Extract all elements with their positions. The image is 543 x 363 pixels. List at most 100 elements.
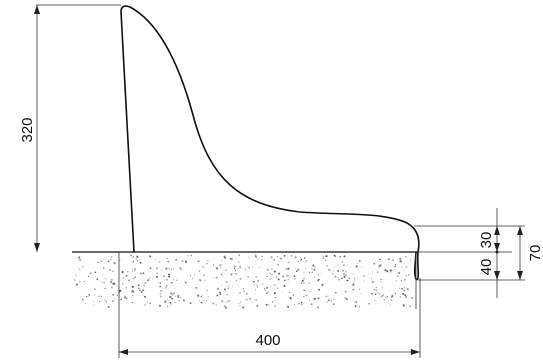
soil-speck	[309, 299, 310, 301]
soil-speck	[281, 275, 285, 278]
soil-speck	[397, 275, 399, 277]
soil-speck	[197, 294, 200, 297]
soil-speck	[358, 260, 361, 263]
soil-speck	[105, 301, 108, 303]
soil-speck	[130, 254, 133, 257]
soil-speck	[73, 279, 76, 281]
soil-speck	[259, 266, 261, 268]
soil-speck	[136, 255, 139, 258]
soil-speck	[225, 281, 228, 283]
soil-speck	[191, 277, 194, 280]
soil-speck	[98, 295, 100, 298]
soil-speck	[287, 261, 290, 264]
soil-speck	[380, 281, 382, 283]
soil-speck	[232, 285, 234, 287]
seat-profile	[120, 5, 420, 281]
soil-speck	[132, 256, 135, 259]
soil-speck	[88, 293, 91, 296]
soil-speck	[227, 287, 230, 290]
soil-speck	[314, 266, 316, 268]
soil-speck	[354, 300, 356, 302]
soil-speck	[107, 306, 110, 308]
soil-speck	[374, 300, 376, 302]
soil-speck	[205, 300, 207, 302]
soil-speck	[343, 273, 345, 275]
soil-speck	[379, 278, 382, 281]
soil-speck	[114, 298, 116, 300]
soil-speck	[206, 263, 208, 265]
soil-speck	[283, 279, 286, 282]
soil-speck	[303, 257, 306, 260]
soil-speck	[335, 256, 337, 258]
soil-speck	[297, 268, 300, 271]
soil-speck	[134, 269, 136, 271]
soil-speck	[357, 277, 359, 279]
soil-speck	[355, 301, 358, 303]
soil-speck	[170, 295, 172, 298]
right-dimensions: 30 40 70	[414, 208, 543, 298]
soil-speck	[255, 284, 257, 286]
soil-speck	[124, 297, 125, 299]
soil-speck	[166, 305, 169, 308]
soil-speck	[380, 260, 382, 262]
soil-speck	[399, 260, 402, 263]
soil-speck	[381, 286, 383, 288]
soil-speck	[317, 297, 320, 300]
soil-speck	[271, 268, 273, 270]
soil-speck	[333, 303, 335, 305]
soil-speck	[317, 306, 319, 309]
soil-speck	[359, 293, 361, 295]
soil-speck	[243, 290, 245, 292]
soil-speck	[175, 259, 177, 261]
soil-speck	[257, 279, 260, 282]
soil-speck	[275, 276, 278, 278]
soil-speck	[252, 301, 254, 303]
soil-speck	[352, 283, 355, 286]
soil-speck	[253, 284, 255, 286]
soil-speck	[355, 265, 358, 268]
soil-speck	[344, 296, 346, 298]
soil-speck	[399, 296, 401, 298]
soil-speck	[75, 274, 77, 276]
soil-speck	[286, 275, 288, 277]
soil-speck	[80, 260, 82, 262]
soil-speck	[263, 288, 266, 290]
soil-speck	[326, 265, 328, 267]
soil-speck	[104, 299, 106, 301]
soil-speck	[304, 276, 306, 278]
soil-speck	[282, 291, 283, 293]
soil-speck	[394, 263, 396, 266]
soil-speck	[394, 265, 396, 268]
soil-speck	[131, 301, 133, 304]
soil-speck	[190, 254, 193, 257]
soil-speck	[247, 276, 249, 278]
soil-speck	[233, 267, 236, 269]
soil-speck	[403, 287, 405, 289]
soil-speck	[207, 260, 209, 262]
soil-speck	[139, 272, 142, 275]
soil-speck	[409, 305, 412, 308]
soil-speck	[132, 262, 134, 264]
soil-speck	[178, 300, 180, 302]
soil-speck	[137, 284, 140, 287]
soil-speck	[239, 305, 241, 307]
soil-speck	[227, 300, 230, 303]
soil-speck	[271, 273, 273, 276]
soil-speck	[144, 282, 147, 285]
soil-speck	[273, 270, 276, 273]
soil-speck	[223, 288, 227, 291]
soil-speck	[174, 301, 176, 304]
soil-speck	[346, 298, 348, 301]
soil-speck	[276, 287, 279, 289]
soil-speck	[328, 299, 330, 302]
soil-speck	[300, 258, 303, 261]
soil-speck	[111, 286, 113, 289]
soil-speck	[333, 266, 335, 268]
soil-speck	[408, 274, 410, 276]
soil-speck	[107, 260, 110, 263]
height-dimension: 320	[19, 4, 121, 252]
soil-speck	[244, 268, 247, 271]
soil-speck	[237, 268, 239, 270]
soil-speck	[317, 274, 320, 276]
